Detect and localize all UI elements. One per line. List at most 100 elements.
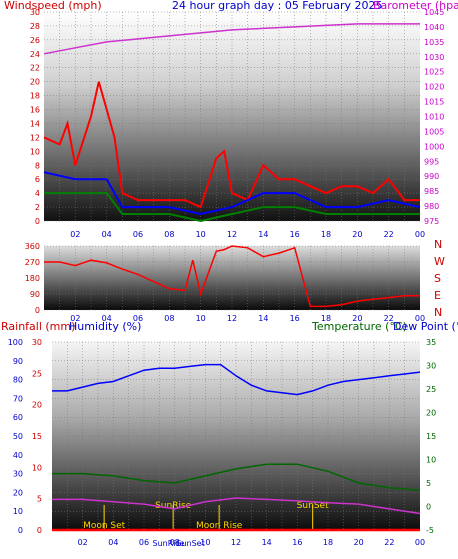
barometer-tick: 1035 (424, 38, 444, 47)
humidity-axis-label: Humidity (%) (69, 320, 141, 333)
hour-tick: 10 (196, 314, 206, 323)
windspeed-tick: 12 (30, 133, 40, 142)
hour-tick: 02 (70, 314, 80, 323)
hour-tick: 16 (292, 538, 302, 547)
barometer-ticks: 975 980 985 990 995 1000 1005 1010 1015 1020 1025 1… (424, 8, 444, 226)
barometer-tick: 975 (424, 217, 439, 226)
hour-tick: 08 (164, 230, 174, 239)
humidity-tick: 90 (13, 357, 23, 366)
humidity-tick: 80 (13, 376, 23, 385)
barometer-tick: 995 (424, 157, 439, 166)
direction-plot-area (44, 246, 420, 310)
hour-tick: 12 (227, 314, 237, 323)
windspeed-axis-label: Windspeed (mph) (4, 0, 102, 12)
hour-tick: 00 (415, 230, 425, 239)
humidity-tick: 50 (13, 432, 23, 441)
compass-label: N (434, 306, 442, 319)
direction-degree-ticks: 0 90 180 270 360 (25, 242, 40, 315)
windspeed-tick: 8 (35, 161, 40, 170)
barometer-tick: 1005 (424, 127, 444, 136)
humidity-tick: 40 (13, 451, 23, 460)
event-label: Moon Set (83, 521, 126, 531)
wind-hour-ticks: 02 04 06 08 10 12 14 16 18 20 22 00 (70, 230, 425, 239)
barometer-tick: 1015 (424, 98, 444, 107)
hour-tick: 20 (352, 230, 362, 239)
humidity-tick: 60 (13, 413, 23, 422)
temp-grid (52, 341, 420, 531)
hour-tick: 18 (323, 538, 333, 547)
windspeed-tick: 2 (35, 203, 40, 212)
direction-tick: 270 (25, 258, 40, 267)
rainfall-tick: 15 (32, 432, 42, 441)
windspeed-line (43, 81, 420, 209)
humidity-tick: 30 (13, 470, 23, 479)
barometer-tick: 980 (424, 202, 439, 211)
temperature-tick: 10 (426, 456, 436, 465)
rainfall-tick: 5 (37, 495, 42, 504)
windspeed-tick: 6 (35, 175, 40, 184)
wind-direction-line (44, 245, 420, 308)
temperature-tick: 30 (426, 362, 436, 371)
wind-minimum-line (44, 192, 420, 223)
windspeed-tick: 18 (30, 92, 40, 101)
hour-tick: 16 (290, 230, 300, 239)
barometer-tick: 1045 (424, 8, 444, 17)
rainfall-tick: 20 (32, 401, 42, 410)
compass-label: N (434, 238, 442, 251)
hour-tick: 18 (321, 314, 331, 323)
temp-hour-ticks: 02 04 06 08 10 12 14 16 18 20 22 00 (78, 538, 426, 547)
windspeed-tick: 16 (30, 106, 40, 115)
wind-average-line (43, 171, 421, 216)
temp-series (52, 363, 421, 532)
compass-label: W (434, 255, 445, 268)
windspeed-tick: 14 (30, 119, 40, 128)
hour-tick: 06 (133, 314, 143, 323)
humidity-tick: 70 (13, 394, 23, 403)
hour-tick: 12 (227, 230, 237, 239)
hour-tick: 22 (384, 230, 394, 239)
temperature-humidity-panel: Rainfall (mm) Humidity (%) Temperature (… (1, 320, 458, 548)
windspeed-tick: 10 (30, 147, 40, 156)
direction-tick: 180 (25, 274, 40, 283)
windspeed-tick: 30 (30, 8, 40, 17)
hour-tick: 04 (102, 314, 112, 323)
event-label: SunRise (155, 501, 192, 511)
hour-tick: 20 (354, 538, 364, 547)
hour-tick: 12 (231, 538, 241, 547)
hour-tick: 02 (78, 538, 88, 547)
temperature-tick: 25 (426, 385, 436, 394)
barometer-tick: 985 (424, 187, 439, 196)
hour-tick: 14 (258, 314, 268, 323)
wind-series (43, 23, 421, 223)
barometer-tick: 1030 (424, 53, 444, 62)
graph-title: 24 hour graph day : 05 February 2025 (172, 0, 383, 12)
direction-tick: 90 (30, 290, 40, 299)
hour-tick: 18 (321, 230, 331, 239)
temperature-tick: 0 (426, 503, 431, 512)
rainfall-axis-label: Rainfall (mm) (1, 320, 75, 333)
rainfall-tick: 30 (32, 338, 42, 347)
wind-barometer-panel: Windspeed (mph) 24 hour graph day : 05 F… (4, 0, 458, 239)
temperature-tick: -5 (426, 526, 434, 535)
hour-tick: 04 (102, 230, 112, 239)
temperature-axis-label: Temperature (°C) (311, 320, 407, 333)
hour-tick: 10 (196, 230, 206, 239)
direction-tick: 360 (25, 242, 40, 251)
event-label: Moon Rise (196, 521, 243, 531)
windspeed-tick: 4 (35, 189, 40, 198)
event-label: SunSet (297, 501, 329, 511)
humidity-tick: 10 (13, 507, 23, 516)
rainfall-tick: 0 (37, 526, 42, 535)
barometer-tick: 1000 (424, 142, 444, 151)
hour-tick: 08 (170, 538, 180, 547)
dewpoint-line (52, 463, 421, 491)
barometer-axis-label: Barometer (hpa) (373, 0, 458, 12)
temperature-ticks: -5 0 5 10 15 20 25 30 35 (426, 338, 436, 535)
hour-tick: 20 (352, 314, 362, 323)
compass-label: S (434, 272, 441, 285)
hour-tick: 14 (258, 230, 268, 239)
rainfall-ticks: 0 5 10 15 20 25 30 (32, 338, 42, 535)
